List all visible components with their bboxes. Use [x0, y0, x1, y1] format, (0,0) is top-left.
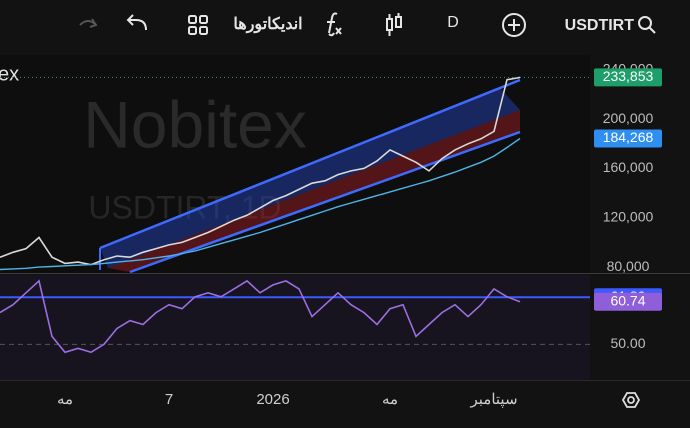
- channel-top: [99, 78, 521, 250]
- settings-icon[interactable]: [621, 392, 641, 408]
- search-icon[interactable]: [638, 16, 656, 34]
- price-label: 233,853: [603, 68, 654, 84]
- price-label-box: [594, 129, 662, 148]
- series-line: [0, 137, 521, 271]
- toolbar: [79, 12, 656, 37]
- x-tick-label: مه: [382, 391, 398, 408]
- price-label: 184,268: [603, 129, 654, 145]
- x-tick-label: سپتامبر: [469, 391, 517, 408]
- price-label: 60.74: [610, 292, 645, 308]
- channel-upper: [100, 88, 520, 268]
- channel-bottom: [129, 130, 521, 274]
- undo-icon[interactable]: [126, 14, 147, 31]
- watermark-brand: Nobitex: [83, 87, 307, 161]
- price-label-box: [594, 292, 662, 311]
- series-line: [0, 279, 521, 354]
- x-tick-label: 7: [165, 391, 173, 408]
- left-label: ex: [0, 63, 19, 85]
- series-line: [0, 76, 521, 266]
- rsi-pane: [0, 275, 590, 380]
- price-label-box: [594, 68, 662, 87]
- symbol-button[interactable]: USDTIRT: [565, 17, 635, 34]
- y-tick-label: 50.00: [610, 335, 645, 351]
- watermark-symbol: USDTIRT, 1D: [88, 189, 281, 225]
- layout-icon[interactable]: [188, 15, 208, 35]
- redo-icon[interactable]: [79, 18, 98, 28]
- y-tick-label: 200,000: [603, 110, 654, 126]
- interval-button[interactable]: D: [447, 14, 459, 31]
- x-tick-label: مه: [57, 391, 73, 408]
- x-tick-label: 2026: [256, 391, 289, 408]
- indicators-button[interactable]: اندیکاتورها: [233, 16, 302, 34]
- add-icon[interactable]: [502, 13, 526, 37]
- y-tick-label: 120,000: [603, 208, 654, 224]
- y-tick-label: 80,000: [607, 258, 650, 274]
- y-tick-label: 160,000: [603, 159, 654, 175]
- candle-icon[interactable]: [386, 13, 402, 36]
- formula-icon[interactable]: [327, 12, 342, 37]
